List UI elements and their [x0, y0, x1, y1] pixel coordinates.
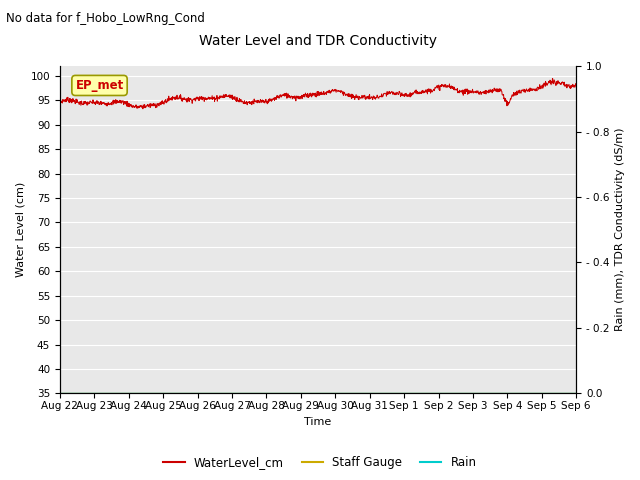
- Y-axis label: Water Level (cm): Water Level (cm): [15, 182, 25, 277]
- Staff Gauge: [572, 391, 580, 396]
- Rain: [275, 391, 283, 396]
- X-axis label: Time: Time: [305, 417, 332, 427]
- Legend: WaterLevel_cm, Staff Gauge, Rain: WaterLevel_cm, Staff Gauge, Rain: [159, 452, 481, 474]
- Staff Gauge: [286, 391, 294, 396]
- Y-axis label: Rain (mm), TDR Conductivity (dS/m): Rain (mm), TDR Conductivity (dS/m): [615, 128, 625, 332]
- Line: WaterLevel_cm: WaterLevel_cm: [60, 78, 576, 109]
- Rain: [350, 391, 358, 396]
- WaterLevel_cm: [139, 106, 147, 112]
- Staff Gauge: [295, 391, 303, 396]
- Staff Gauge: [96, 391, 104, 396]
- Rain: [96, 391, 104, 396]
- Staff Gauge: [350, 391, 358, 396]
- Title: Water Level and TDR Conductivity: Water Level and TDR Conductivity: [199, 34, 437, 48]
- WaterLevel_cm: [350, 94, 358, 99]
- WaterLevel_cm: [117, 98, 125, 104]
- Rain: [295, 391, 303, 396]
- Text: EP_met: EP_met: [76, 79, 124, 92]
- WaterLevel_cm: [296, 96, 303, 101]
- WaterLevel_cm: [96, 100, 104, 106]
- WaterLevel_cm: [572, 84, 580, 89]
- WaterLevel_cm: [275, 95, 283, 101]
- Staff Gauge: [117, 391, 125, 396]
- Rain: [286, 391, 294, 396]
- WaterLevel_cm: [548, 75, 556, 81]
- Rain: [117, 391, 125, 396]
- WaterLevel_cm: [286, 94, 294, 100]
- Text: No data for f_Hobo_LowRng_Cond: No data for f_Hobo_LowRng_Cond: [6, 12, 205, 25]
- Rain: [572, 391, 580, 396]
- Rain: [56, 391, 64, 396]
- Staff Gauge: [275, 391, 283, 396]
- WaterLevel_cm: [56, 97, 64, 103]
- Staff Gauge: [56, 391, 64, 396]
